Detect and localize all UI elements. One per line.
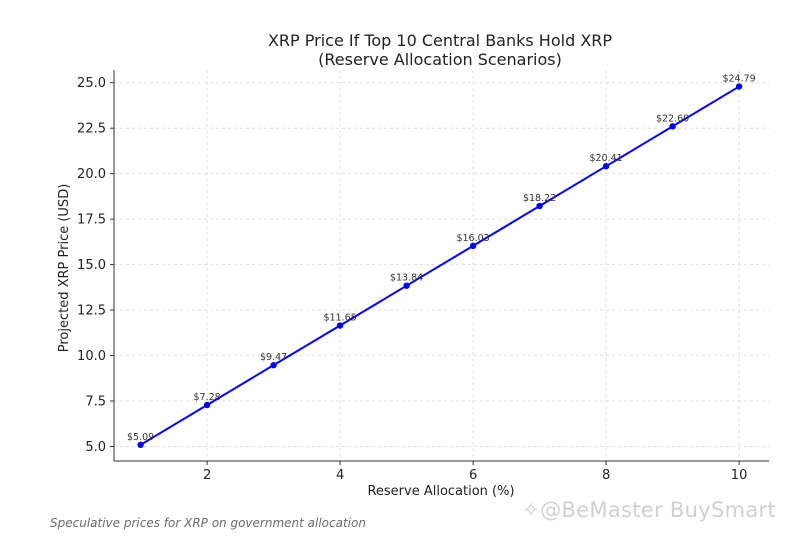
ticks: 2 4 6 8 10 5.0 7.5 10.0 12.5 15.0 17.5 20.0 22.5 25.0 xyxy=(77,76,747,483)
data-label: $9.47 xyxy=(260,352,287,363)
data-point xyxy=(137,441,144,449)
y-tick-label: 15.0 xyxy=(77,258,106,273)
y-tick-label: 7.5 xyxy=(85,394,106,409)
y-tick-label: 22.5 xyxy=(77,122,106,137)
data-label: $7.28 xyxy=(193,392,220,403)
chart-title: XRP Price If Top 10 Central Banks Hold X… xyxy=(268,31,612,50)
caption: Speculative prices for XRP on government… xyxy=(50,516,366,530)
data-point xyxy=(669,123,676,130)
axes xyxy=(113,70,769,462)
y-tick-label: 25.0 xyxy=(77,76,106,91)
series-line xyxy=(140,85,740,446)
y-tick-label: 10.0 xyxy=(77,349,106,364)
data-point xyxy=(469,242,477,250)
y-tick-label: 5.0 xyxy=(85,440,106,455)
data-point xyxy=(270,361,277,369)
y-tick-label: 20.0 xyxy=(77,167,106,182)
x-tick-label: 2 xyxy=(203,468,211,483)
y-axis-label: Projected XRP Price (USD) xyxy=(57,184,72,353)
data-labels: $5.09 $7.28 $9.47 $11.65 $13.84 $16.03 $18.22 $… xyxy=(127,74,756,443)
x-axis-label: Reserve Allocation (%) xyxy=(367,484,514,499)
data-label: $5.09 xyxy=(127,432,154,443)
x-tick-label: 10 xyxy=(731,468,748,483)
grid xyxy=(114,70,769,461)
data-label: $13.84 xyxy=(390,273,423,284)
watermark: ✧@BeMaster BuySmart xyxy=(522,498,776,522)
data-point xyxy=(602,163,610,170)
data-label: $24.79 xyxy=(722,74,755,85)
data-point xyxy=(403,282,410,289)
x-tick-label: 6 xyxy=(469,468,477,483)
data-point xyxy=(336,322,344,329)
data-point xyxy=(203,401,211,409)
data-label: $22.60 xyxy=(656,113,689,124)
data-label: $18.22 xyxy=(523,193,556,204)
x-tick-label: 8 xyxy=(602,468,610,483)
data-label: $16.03 xyxy=(456,233,489,244)
y-tick-label: 12.5 xyxy=(77,304,106,319)
data-label: $20.41 xyxy=(589,153,622,164)
chart-subtitle: (Reserve Allocation Scenarios) xyxy=(318,50,562,69)
series-xrp-price xyxy=(137,83,743,449)
x-tick-label: 4 xyxy=(336,468,344,483)
data-point xyxy=(735,83,743,90)
data-point xyxy=(536,202,543,210)
data-label: $11.65 xyxy=(323,313,356,324)
y-tick-label: 17.5 xyxy=(77,213,106,228)
